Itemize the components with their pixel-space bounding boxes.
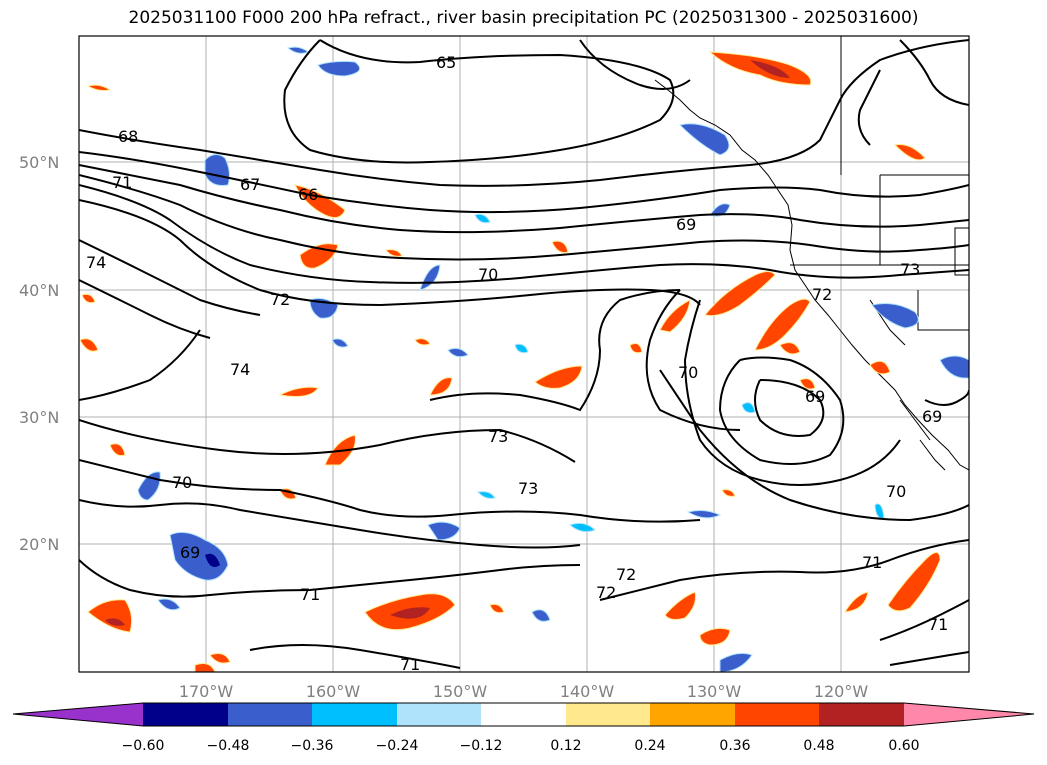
contour-label-65: 65: [436, 53, 456, 72]
contour-label-68: 68: [118, 127, 138, 146]
lon-label-130w: 130°W: [687, 682, 742, 701]
latitude-labels: 50°N 40°N 30°N 20°N: [19, 153, 59, 554]
contour-label-66: 66: [298, 185, 318, 204]
precip-pc-negative: [137, 46, 969, 672]
contour-label-70-se: 70: [886, 482, 906, 501]
colorbar: −0.60 −0.48 −0.36 −0.24 −0.12 0.12 0.24 …: [12, 702, 1035, 754]
contour-label-67: 67: [240, 175, 260, 194]
contour-label-72-s2: 72: [616, 565, 636, 584]
contour-labels: 65 68 67 66 71 69 74 70 72 73 72 74 70 6…: [86, 53, 948, 674]
contour-label-73-s: 73: [518, 479, 538, 498]
refractivity-contours: [79, 39, 969, 669]
colorbar-segment-neg-036: [312, 703, 397, 726]
colorbar-tick-label: 0.60: [888, 738, 919, 754]
colorbar-tick-label: 0.48: [803, 738, 834, 754]
colorbar-segment-pos-024: [650, 703, 735, 726]
colorbar-extend-low: [13, 703, 143, 726]
contour-label-73-e: 73: [900, 260, 920, 279]
precip-pc-positive: [79, 51, 941, 672]
map-title: 2025031100 F000 200 hPa refract., river …: [128, 8, 919, 28]
lon-label-170w: 170°W: [179, 682, 234, 701]
contour-label-70-c: 70: [478, 265, 498, 284]
contour-label-71-nw: 71: [112, 173, 132, 192]
colorbar-segment-pos-048: [819, 703, 904, 726]
contour-label-73-c: 73: [488, 427, 508, 446]
contour-label-71-bottom: 71: [400, 655, 420, 674]
colorbar-segment-neg-060: [143, 703, 228, 726]
colorbar-segment-neg-048: [228, 703, 312, 726]
contour-label-74-sw: 74: [230, 360, 250, 379]
longitude-labels: 170°W 160°W 150°W 140°W 130°W 120°W: [179, 682, 869, 701]
coastline: [654, 36, 969, 471]
colorbar-tick-label: −0.12: [460, 738, 503, 754]
lat-label-50n: 50°N: [19, 153, 59, 172]
contour-label-71-se2: 71: [928, 615, 948, 634]
colorbar-extend-high: [904, 703, 1034, 726]
contour-label-74-w: 74: [86, 253, 106, 272]
colorbar-tick-label: 0.36: [719, 738, 750, 754]
contour-label-72-w: 72: [270, 290, 290, 309]
colorbar-tick-label: −0.60: [122, 738, 165, 754]
colorbar-segment-pos-012: [566, 703, 650, 726]
contour-label-71-s: 71: [300, 585, 320, 604]
lat-label-40n: 40°N: [19, 281, 59, 300]
lat-label-20n: 20°N: [19, 535, 59, 554]
lon-label-150w: 150°W: [433, 682, 488, 701]
contour-label-69-sw: 69: [180, 543, 200, 562]
contour-label-70-sw: 70: [172, 473, 192, 492]
colorbar-tick-label: 0.24: [634, 738, 665, 754]
contour-label-71-se: 71: [862, 553, 882, 572]
lon-label-140w: 140°W: [560, 682, 615, 701]
contour-label-70-e: 70: [678, 363, 698, 382]
colorbar-segment-neg-024: [397, 703, 481, 726]
colorbar-tick-label: −0.48: [207, 738, 250, 754]
contour-label-69-se: 69: [805, 387, 825, 406]
colorbar-tick-label: −0.24: [376, 738, 419, 754]
map-border: [78, 35, 970, 673]
lon-label-160w: 160°W: [306, 682, 361, 701]
lat-label-30n: 30°N: [19, 408, 59, 427]
colorbar-segment-neutral: [481, 703, 566, 726]
colorbar-tick-label: −0.36: [291, 738, 334, 754]
lon-label-120w: 120°W: [814, 682, 869, 701]
colorbar-segment-pos-036: [735, 703, 819, 726]
contour-label-69-ee: 69: [922, 407, 942, 426]
contour-label-72-e: 72: [812, 285, 832, 304]
colorbar-ticks: −0.60 −0.48 −0.36 −0.24 −0.12 0.12 0.24 …: [122, 738, 920, 754]
contour-label-72-s1: 72: [596, 583, 616, 602]
colorbar-outline: [12, 702, 1035, 727]
colorbar-tick-label: 0.12: [550, 738, 581, 754]
contour-label-69-n: 69: [676, 215, 696, 234]
